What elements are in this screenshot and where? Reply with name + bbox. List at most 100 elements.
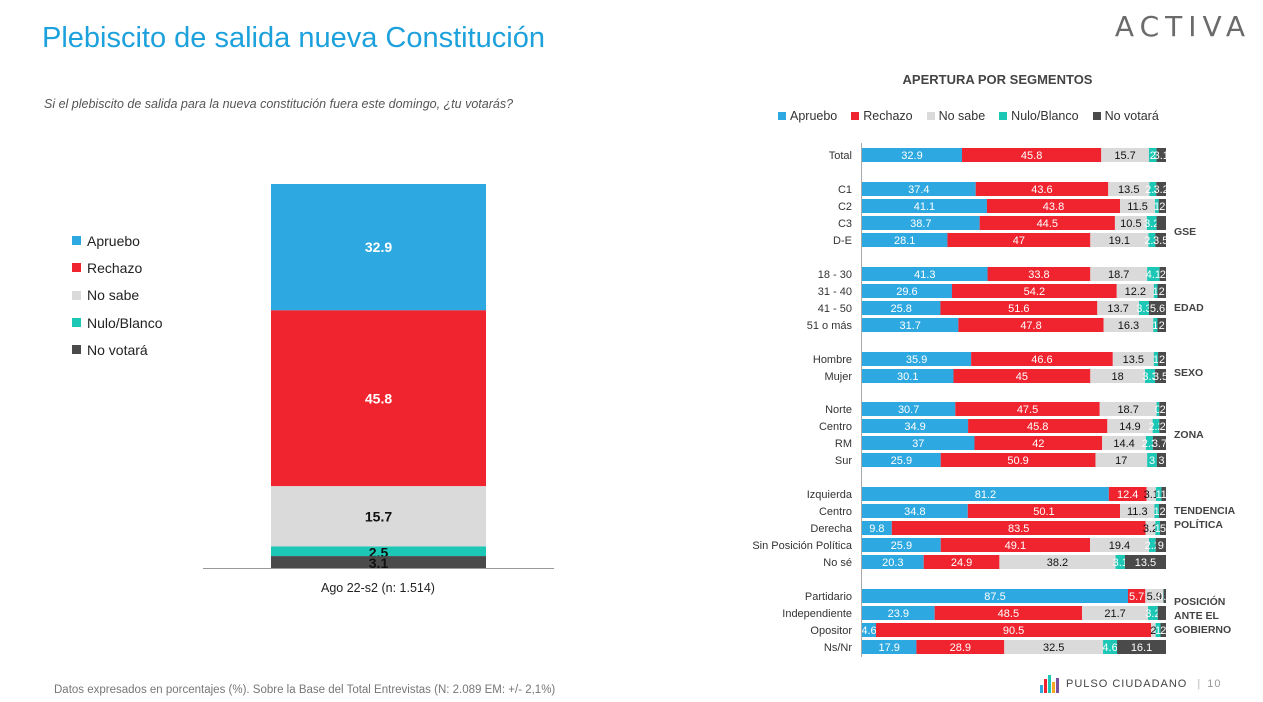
bar-segment-rechazo	[975, 182, 1109, 196]
bar-data-label: 1	[1154, 506, 1160, 518]
bar-data-label: 1	[1154, 201, 1160, 213]
x-tick-label: Ago 22-s2 (n: 1.514)	[321, 581, 435, 595]
bar-segment-apruebo	[862, 233, 948, 247]
row-label: C2	[838, 201, 852, 213]
legend-item-no-sabe: No sabe	[72, 282, 163, 309]
bar-segment-nulo-blanco	[1145, 369, 1156, 383]
column-segment-no-votar-	[271, 556, 486, 568]
legend-label: Nulo/Blanco	[1011, 109, 1079, 123]
bar-segment-nulo-blanco	[1155, 623, 1161, 637]
legend-item-no-sabe: No sabe	[926, 109, 985, 123]
row-label: Derecha	[810, 523, 852, 535]
bar-data-label: 42	[1032, 438, 1044, 450]
legend-item-nulo-blanco: Nulo/Blanco	[72, 309, 163, 336]
bar-data-label: 3.3	[1136, 303, 1151, 315]
legend-label: No sabe	[87, 287, 140, 304]
row-label: Mujer	[824, 371, 852, 383]
segments-chart-legend: Apruebo Rechazo No sabe Nulo/Blanco No v…	[778, 109, 1173, 123]
bar-data-label: 2	[1150, 150, 1156, 162]
row-label: 41 - 50	[818, 303, 852, 315]
activa-logo: ACTIVA	[1114, 10, 1251, 43]
bar-data-label: 44.5	[1037, 218, 1058, 230]
bar-segment-nulo-blanco	[1148, 233, 1156, 247]
row-label: Independiente	[782, 608, 852, 620]
brand-separator: |	[1197, 678, 1202, 690]
bar-segment-no-sabe	[1145, 589, 1164, 603]
bar-segment-apruebo	[862, 487, 1109, 501]
row-label: Opositor	[810, 625, 852, 637]
bar-data-label: 14.4	[1113, 438, 1134, 450]
bar-data-label: 41.3	[914, 269, 935, 281]
bar-data-label: 21.7	[1104, 608, 1125, 620]
group-label: SEXO	[1174, 367, 1203, 379]
legend-item-no-votara: No votará	[1092, 109, 1159, 123]
bar-data-label: 5	[1160, 523, 1166, 535]
legend-label: Rechazo	[87, 259, 143, 276]
bar-data-label: 19.1	[1109, 235, 1130, 247]
row-label: 51 o más	[807, 320, 853, 332]
bar-data-label: 23.9	[888, 608, 909, 620]
bar-data-label: 16.3	[1118, 320, 1139, 332]
bar-segment-nulo-blanco	[1155, 521, 1160, 535]
bar-segment-no-sabe	[1146, 487, 1156, 501]
legend-item-apruebo: Apruebo	[72, 227, 163, 254]
legend-item-no-votara: No votará	[72, 336, 163, 363]
bar-data-label: 17.9	[878, 642, 899, 654]
bar-data-label: 50.9	[1007, 455, 1028, 467]
bar-data-label: 4.1	[1146, 269, 1161, 281]
column-segment-apruebo	[271, 184, 486, 311]
bar-segment-rechazo	[940, 453, 1096, 467]
row-label: Centro	[819, 506, 852, 518]
legend-swatch	[72, 236, 81, 246]
bar-segment-apruebo	[862, 284, 952, 298]
bar-segment-apruebo	[862, 402, 956, 416]
bar-segment-no-sabe	[1090, 369, 1146, 383]
column-segment-nulo-blanco	[271, 546, 486, 557]
bar-data-label: 54.2	[1024, 286, 1045, 298]
bar-data-label: 47	[1013, 235, 1025, 247]
row-label: 31 - 40	[818, 286, 852, 298]
bar-segment-no-votar-	[1163, 589, 1166, 603]
bar-data-label: 17	[1115, 455, 1127, 467]
bar-segment-apruebo	[862, 216, 980, 230]
bar-segment-nulo-blanco	[1148, 148, 1157, 162]
bar-data-label: 32.5	[1043, 642, 1064, 654]
bar-segment-rechazo	[979, 216, 1115, 230]
bar-data-label: 2	[1159, 201, 1165, 213]
main-chart-legend: Apruebo Rechazo No sabe Nulo/Blanco No v…	[72, 227, 163, 363]
bar-data-label: 41.1	[914, 201, 935, 213]
bar-segment-rechazo	[967, 504, 1121, 518]
bar-data-label: 25.9	[891, 540, 912, 552]
page-number: 10	[1207, 678, 1222, 690]
bar-segment-nulo-blanco	[1115, 555, 1125, 569]
legend-item-rechazo: Rechazo	[851, 109, 913, 123]
bar-data-label: 4.6	[1102, 642, 1117, 654]
bar-data-label: 45.8	[1027, 421, 1048, 433]
bar-segment-rechazo	[875, 623, 1152, 637]
bar-data-label: 3.1	[1144, 489, 1159, 501]
bar-segment-apruebo	[862, 606, 935, 620]
bar-segment-apruebo	[862, 301, 941, 315]
bar-segment-apruebo	[862, 453, 941, 467]
bar-data-label: 1	[1161, 489, 1167, 501]
bar-data-label: 3	[1158, 455, 1164, 467]
group-label: ANTE EL	[1174, 610, 1220, 622]
bar-data-label: 51.6	[1008, 303, 1029, 315]
bar-segment-no-sabe	[1120, 199, 1156, 213]
bar-segment-rechazo	[934, 606, 1083, 620]
bar-data-label: 37.4	[908, 184, 929, 196]
bar-data-label: 29.6	[896, 286, 917, 298]
bar-data-label: 3.5	[1153, 371, 1168, 383]
row-label: Total	[829, 150, 852, 162]
bar-segment-no-votar-	[1159, 521, 1166, 535]
bar-segment-rechazo	[962, 148, 1102, 162]
bar-data-label: 90.5	[1003, 625, 1024, 637]
bar-segment-no-sabe	[1099, 402, 1157, 416]
bar-segment-rechazo	[1128, 589, 1146, 603]
bar-segment-rechazo	[987, 267, 1091, 281]
footer-note: Datos expresados en porcentajes (%). Sob…	[54, 684, 556, 696]
bar-segment-nulo-blanco	[1155, 199, 1159, 213]
bar-data-label: 34.8	[904, 506, 925, 518]
bar-data-label: 3.5	[1153, 235, 1168, 247]
bar-data-label: 32.9	[901, 150, 922, 162]
